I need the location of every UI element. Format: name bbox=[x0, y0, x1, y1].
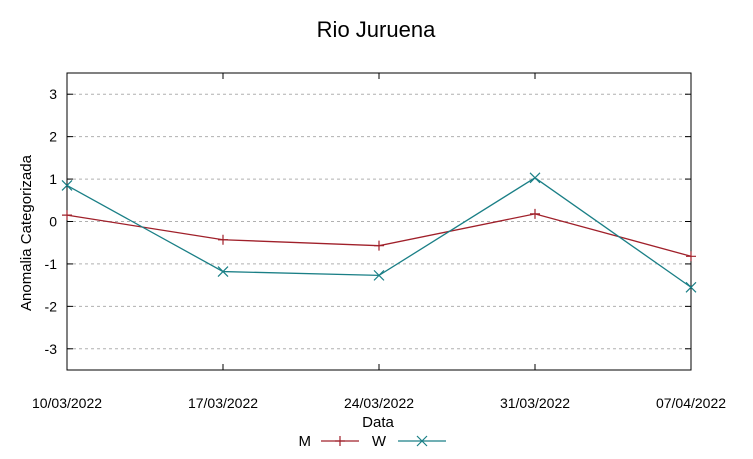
legend-marker bbox=[335, 436, 345, 446]
series-layer bbox=[61, 172, 697, 293]
legend-label: W bbox=[372, 433, 387, 450]
legend-marker bbox=[416, 435, 428, 447]
y-axis-label: Anomalia Categorizada bbox=[18, 154, 35, 311]
data-point bbox=[61, 180, 73, 191]
data-point bbox=[62, 210, 72, 221]
data-point bbox=[686, 251, 696, 262]
chart-title: Rio Juruena bbox=[317, 17, 436, 42]
data-point bbox=[374, 240, 384, 251]
data-point bbox=[218, 234, 228, 245]
x-tick-label: 17/03/2022 bbox=[188, 395, 258, 411]
x-tick-label: 10/03/2022 bbox=[32, 395, 102, 411]
x-tick-label: 24/03/2022 bbox=[344, 395, 414, 411]
series-w bbox=[61, 172, 697, 293]
x-axis-ticks: 10/03/2022 17/03/2022 24/03/2022 31/03/2022… bbox=[32, 73, 726, 411]
data-point bbox=[217, 266, 229, 277]
x-tick-label: 07/04/2022 bbox=[656, 395, 726, 411]
legend-label: M bbox=[299, 433, 312, 450]
y-tick-label: 0 bbox=[49, 214, 57, 230]
series-line-w bbox=[66, 177, 692, 288]
y-tick-label: 2 bbox=[49, 129, 57, 145]
y-tick-label: 1 bbox=[49, 171, 57, 187]
data-point bbox=[373, 269, 385, 281]
series-m bbox=[62, 208, 696, 262]
data-point bbox=[685, 281, 697, 293]
y-tick-label: 3 bbox=[49, 86, 57, 102]
y-axis-ticks: 3 2 1 0 -1 -2 -3 bbox=[45, 86, 691, 357]
grid-lines bbox=[67, 93, 691, 350]
data-point bbox=[530, 208, 540, 219]
y-tick-label: -1 bbox=[45, 256, 58, 272]
y-tick-label: -3 bbox=[45, 341, 58, 357]
x-axis-label: Data bbox=[362, 414, 394, 431]
y-tick-label: -2 bbox=[45, 298, 58, 314]
data-point bbox=[529, 172, 541, 184]
x-tick-label: 31/03/2022 bbox=[500, 395, 570, 411]
